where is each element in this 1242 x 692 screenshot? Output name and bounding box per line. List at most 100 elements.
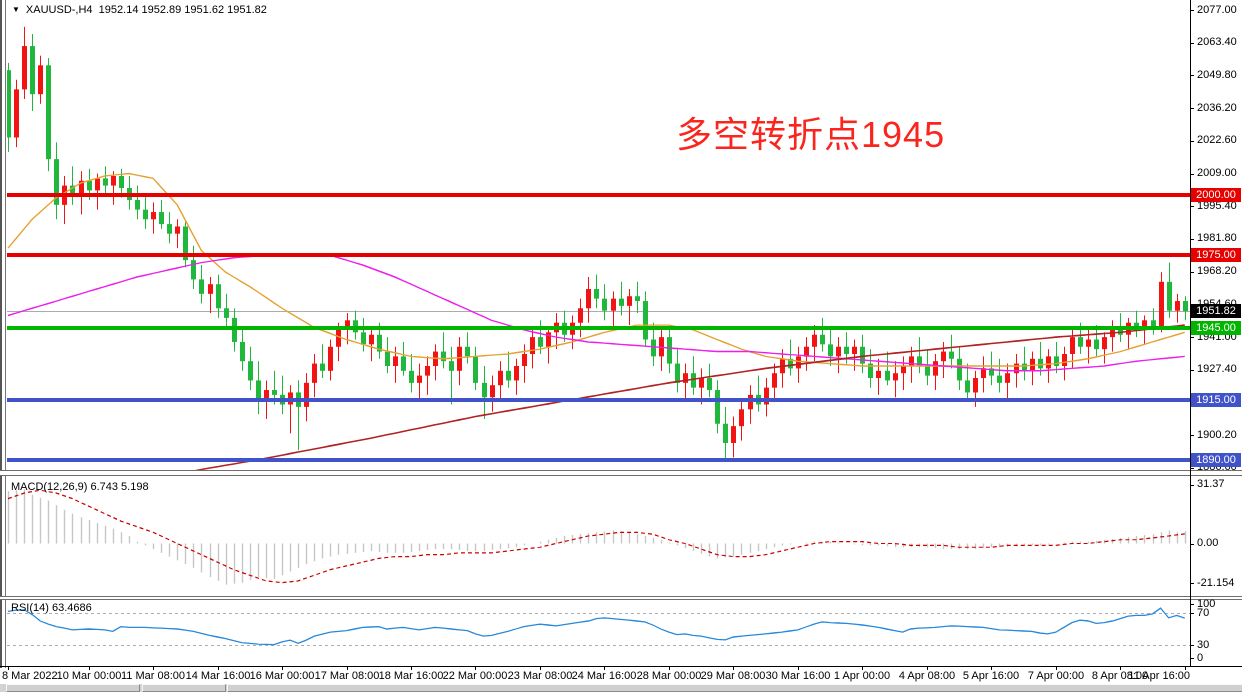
time-tick	[347, 666, 348, 670]
time-label: 5 Apr 16:00	[962, 670, 1020, 682]
price-level-tag: 2000.00	[1191, 188, 1241, 202]
price-tick-label: 2049.80	[1197, 69, 1237, 81]
time-tick	[540, 666, 541, 670]
time-tick	[153, 666, 154, 670]
time-tick	[862, 666, 863, 670]
rsi-tick-label: 70	[1197, 607, 1210, 619]
time-tick	[604, 666, 605, 670]
price-tick	[1190, 370, 1194, 371]
price-tick	[1190, 239, 1194, 240]
price-scale[interactable]: 2077.00 2063.40 2049.80 2036.20 2022.60 2009.…	[1190, 0, 1242, 667]
price-tick-label: 1968.20	[1197, 265, 1237, 277]
price-tick-label: 2036.20	[1197, 102, 1237, 114]
macd-tick	[1190, 544, 1194, 545]
time-tick	[798, 666, 799, 670]
time-tick	[991, 666, 992, 670]
time-label: 24 Mar 16:00	[571, 670, 637, 682]
chart-text-annotation: 多空转折点1945	[676, 114, 946, 155]
price-tick-label: 1900.20	[1197, 429, 1237, 441]
macd-indicator-canvas[interactable]	[7, 477, 1190, 596]
time-label: 30 Mar 16:00	[765, 670, 831, 682]
time-label: 8 Mar 2022	[2, 670, 58, 682]
time-tick	[1120, 666, 1121, 670]
bottom-status-bar	[0, 684, 1242, 692]
time-tick	[218, 666, 219, 670]
rsi-tick-label: 100	[1197, 598, 1216, 610]
time-tick	[1185, 666, 1186, 670]
price-tick-label: 2009.00	[1197, 167, 1237, 179]
rsi-tick	[1190, 604, 1194, 605]
status-bar-segment	[227, 684, 1242, 692]
time-label: 16 Mar 00:00	[249, 670, 315, 682]
price-tick	[1190, 174, 1194, 175]
time-label: 10 Mar 00:00	[56, 670, 122, 682]
time-label: 22 Mar 00:00	[442, 670, 508, 682]
rsi-tick	[1190, 613, 1194, 614]
price-tick	[1190, 43, 1194, 44]
time-scale-axis-line	[0, 666, 1242, 667]
price-tick	[1190, 468, 1194, 469]
time-tick	[282, 666, 283, 670]
time-label: 28 Mar 00:00	[636, 670, 702, 682]
price-tick	[1190, 75, 1194, 76]
ohlc-values: 1952.14 1952.89 1951.62 1951.82	[98, 4, 267, 16]
time-label: 23 Mar 08:00	[507, 670, 573, 682]
price-tick-label: 1927.40	[1197, 363, 1237, 375]
time-label: 18 Mar 16:00	[378, 670, 444, 682]
symbol-dropdown-icon[interactable]: ▼	[12, 5, 20, 14]
time-tick	[1056, 666, 1057, 670]
macd-tick-label: -21.154	[1197, 577, 1235, 589]
price-tick	[1190, 10, 1194, 11]
time-label: 11 Mar 08:00	[120, 670, 186, 682]
symbol-timeframe-label: XAUUSD-,H4	[25, 4, 93, 16]
time-label: 11 Apr 16:00	[1128, 670, 1190, 682]
price-level-tag: 1975.00	[1191, 248, 1241, 262]
price-tick	[1190, 108, 1194, 109]
time-label: 7 Apr 00:00	[1027, 670, 1085, 682]
status-bar-segment	[142, 684, 226, 692]
time-tick	[927, 666, 928, 670]
panel-divider-rsi[interactable]	[0, 596, 1242, 600]
rsi-tick	[1190, 645, 1194, 646]
price-tick-label: 1981.80	[1197, 232, 1237, 244]
time-scale[interactable]: 8 Mar 2022 10 Mar 00:00 11 Mar 08:00 14 Mar…	[0, 666, 1242, 684]
time-tick	[669, 666, 670, 670]
price-tick-label: 2077.00	[1197, 4, 1237, 16]
main-chart-canvas[interactable]	[7, 8, 1190, 470]
price-tick-label: 2022.60	[1197, 134, 1237, 146]
time-label: 8 Apr 08:00	[1091, 670, 1149, 682]
price-level-tag: 1945.00	[1191, 321, 1241, 335]
chart-title: ▼ XAUUSD-,H4 1952.14 1952.89 1951.62 1951…	[12, 4, 267, 16]
rsi-tick-label: 30	[1197, 639, 1210, 651]
panel-divider-macd[interactable]	[0, 470, 1242, 476]
price-level-tag: 1890.00	[1191, 453, 1241, 467]
time-label: 14 Mar 16:00	[185, 670, 251, 682]
price-level-tag: 1915.00	[1191, 393, 1241, 407]
time-tick	[8, 666, 9, 670]
price-tick	[1190, 435, 1194, 436]
status-bar-segment	[6, 684, 140, 692]
price-tick	[1190, 206, 1194, 207]
time-label: 1 Apr 00:00	[833, 670, 891, 682]
time-label: 29 Mar 08:00	[700, 670, 766, 682]
current-price-tag: 1951.82	[1191, 304, 1241, 318]
macd-tick-label: 31.37	[1197, 478, 1225, 490]
window-left-edge[interactable]	[0, 0, 6, 692]
time-tick	[89, 666, 90, 670]
price-tick-label: 2063.40	[1197, 36, 1237, 48]
price-scale-axis-line	[1190, 0, 1191, 667]
macd-tick-label: 0.00	[1197, 537, 1219, 549]
macd-label: MACD(12,26,9) 6.743 5.198	[11, 481, 149, 493]
price-tick	[1190, 272, 1194, 273]
rsi-indicator-canvas[interactable]	[7, 600, 1190, 666]
price-tick	[1190, 141, 1194, 142]
price-tick-label: 1995.40	[1197, 200, 1237, 212]
macd-tick	[1190, 485, 1194, 486]
rsi-tick-label: 0	[1197, 652, 1204, 664]
rsi-tick	[1190, 658, 1194, 659]
price-tick	[1190, 337, 1194, 338]
time-tick	[475, 666, 476, 670]
time-label: 17 Mar 08:00	[314, 670, 380, 682]
time-tick	[411, 666, 412, 670]
